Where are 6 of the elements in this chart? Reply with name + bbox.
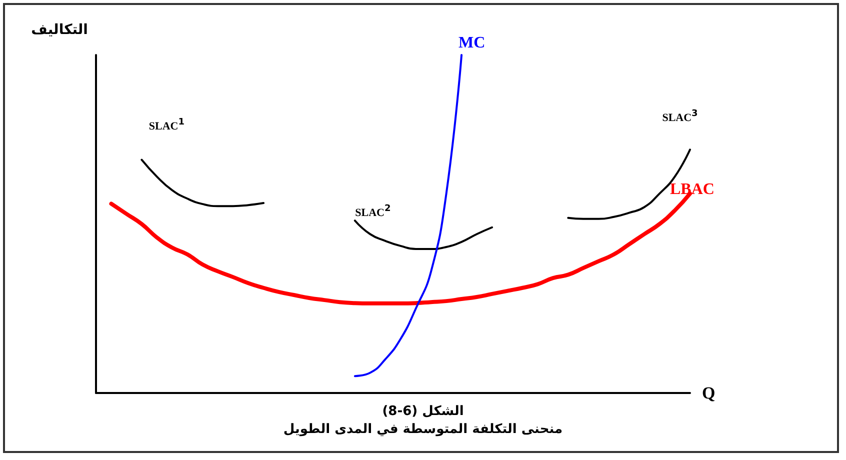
x-axis-title: Q [702,384,716,402]
text: منحنى التكلفة المتوسطة في المدى الطويل [283,422,563,437]
series-label: LBAC [670,181,714,198]
series-label: MC [458,34,486,52]
text: الشكل (6-8) [382,404,464,419]
y-axis-title: التكاليف [31,22,88,38]
